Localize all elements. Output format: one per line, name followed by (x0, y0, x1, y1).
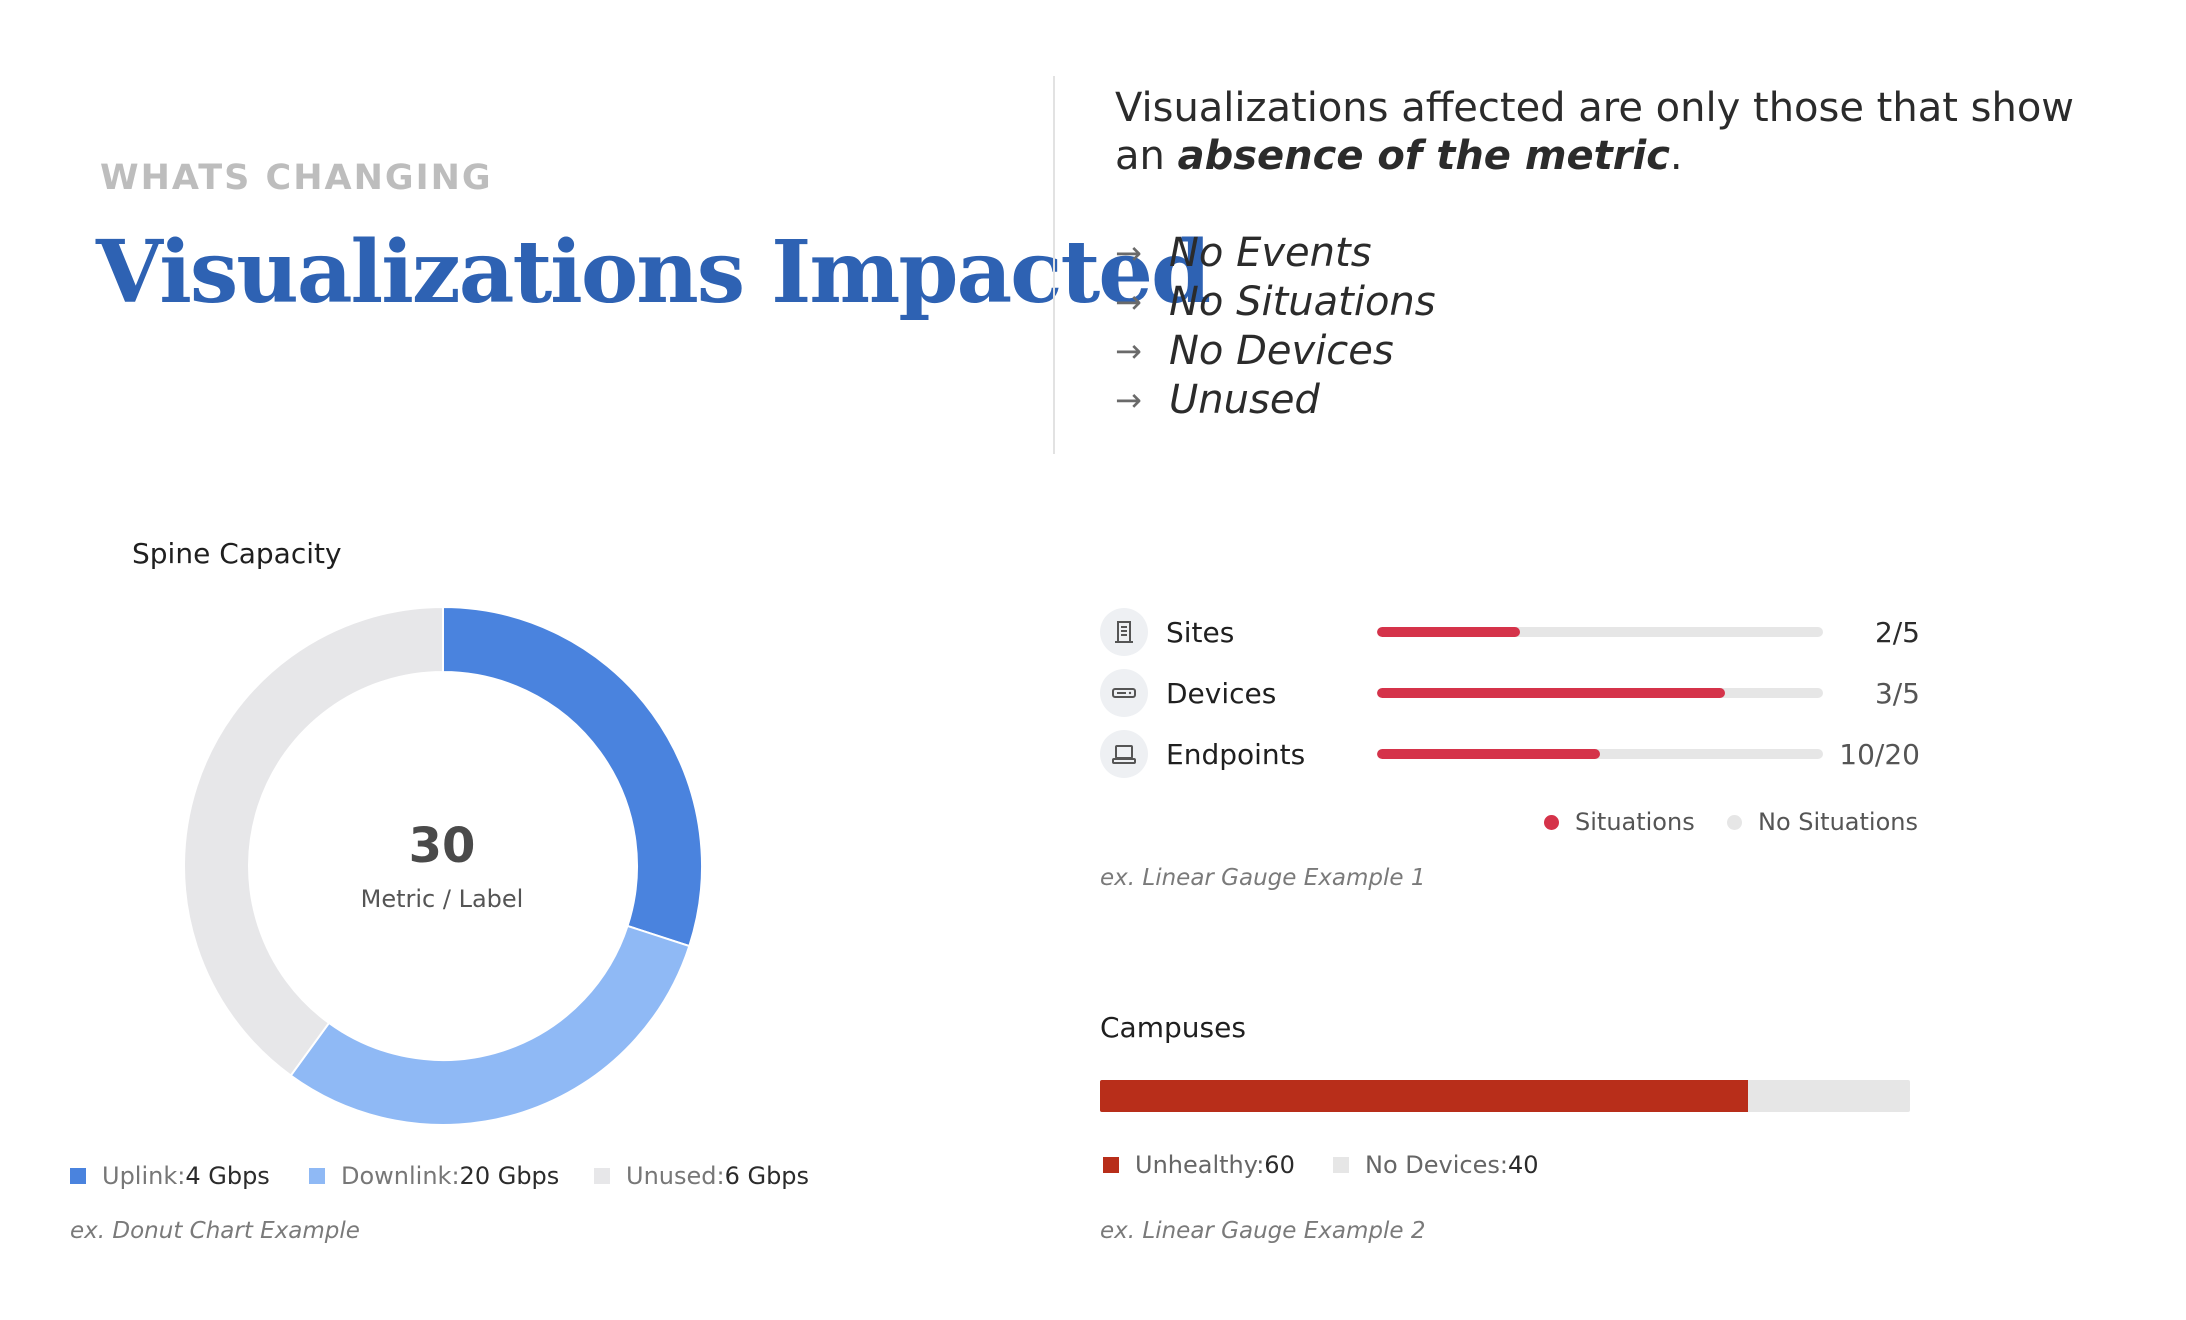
change-label: No Situations (1169, 278, 1436, 325)
gauge-track (1377, 627, 1823, 637)
intro-emphasis: absence of the metric (1177, 133, 1670, 179)
change-item: → No Events (1115, 228, 1436, 277)
legend-value: 40 (1507, 1151, 1539, 1179)
gauge-fill (1377, 688, 1725, 698)
legend-label: Situations (1575, 808, 1695, 836)
legend-swatch (1103, 1157, 1119, 1173)
change-label: Unused (1169, 376, 1320, 423)
legend-value: 4 Gbps (185, 1162, 270, 1190)
campuses-bar-fill (1100, 1080, 1748, 1112)
legend-label: Unhealthy: (1135, 1151, 1265, 1179)
gauge-row-endpoints: Endpoints 10/20 (1100, 730, 1920, 778)
gauge-track (1377, 688, 1823, 698)
vertical-divider (1053, 76, 1055, 454)
gauge2-caption: ex. Linear Gauge Example 2 (1100, 1218, 1426, 1244)
legend-item-unused: Unused: 6 Gbps (594, 1162, 809, 1190)
campuses-bar (1100, 1080, 1910, 1112)
change-label: No Devices (1169, 327, 1394, 374)
arrow-right-icon: → (1115, 282, 1142, 321)
campuses-title: Campuses (1100, 1011, 1246, 1044)
device-icon (1100, 669, 1148, 717)
legend-item-downlink: Downlink: 20 Gbps (309, 1162, 559, 1190)
gauge1-caption: ex. Linear Gauge Example 1 (1100, 865, 1426, 891)
change-item: → Unused (1115, 375, 1436, 424)
building-icon (1100, 608, 1148, 656)
arrow-right-icon: → (1115, 233, 1142, 272)
legend-item-no-devices: No Devices: 40 (1333, 1151, 1538, 1179)
intro-text: Visualizations affected are only those t… (1115, 84, 2115, 180)
donut-chart-title: Spine Capacity (132, 537, 342, 570)
legend-swatch (1333, 1157, 1349, 1173)
legend-value: 60 (1264, 1151, 1295, 1179)
donut-slice-downlink (289, 924, 691, 1126)
legend-swatch (309, 1168, 325, 1184)
intro-text-after: . (1669, 133, 1683, 179)
laptop-icon (1100, 730, 1148, 778)
gauge-label: Sites (1166, 616, 1235, 649)
legend-item-unhealthy: Unhealthy: 60 (1103, 1151, 1295, 1179)
gauge-value: 2/5 (1874, 616, 1920, 649)
gauge-value: 10/20 (1839, 738, 1920, 771)
eyebrow-label: WHATS CHANGING (100, 158, 493, 198)
legend-swatch (594, 1168, 610, 1184)
gauge-fill (1377, 627, 1520, 637)
legend-swatch (70, 1168, 86, 1184)
donut-center-value: 30 (408, 818, 476, 874)
donut-chart (183, 606, 703, 1126)
legend-label: Uplink: (102, 1162, 186, 1190)
legend-label: No Situations (1758, 808, 1918, 836)
legend-value: 20 Gbps (459, 1162, 560, 1190)
legend-item-no-situations: No Situations (1727, 808, 1918, 836)
change-item: → No Devices (1115, 326, 1436, 375)
legend-item-uplink: Uplink: 4 Gbps (70, 1162, 270, 1190)
legend-dot (1544, 814, 1559, 830)
arrow-right-icon: → (1115, 331, 1142, 370)
legend-label: Downlink: (341, 1162, 460, 1190)
gauge-value: 3/5 (1874, 677, 1920, 710)
donut-caption: ex. Donut Chart Example (70, 1218, 360, 1244)
gauge-label: Endpoints (1166, 738, 1306, 771)
gauge-track (1377, 749, 1823, 759)
legend-label: No Devices: (1365, 1151, 1508, 1179)
gauge-label: Devices (1166, 677, 1277, 710)
legend-value: 6 Gbps (724, 1162, 810, 1190)
gauge-fill (1377, 749, 1600, 759)
arrow-right-icon: → (1115, 380, 1142, 419)
legend-dot (1727, 814, 1742, 830)
donut-center-label: Metric / Label (360, 885, 524, 913)
change-label: No Events (1169, 229, 1372, 276)
legend-label: Unused: (626, 1162, 725, 1190)
donut-slice-uplink (442, 606, 703, 948)
page-title: Visualizations Impacted (96, 222, 1211, 323)
intro-text-before: Visualizations affected are only those t… (1115, 85, 2075, 179)
gauge-row-devices: Devices 3/5 (1100, 669, 1920, 717)
changes-list: → No Events → No Situations → No Devices → U… (1115, 228, 1436, 424)
gauge-row-sites: Sites 2/5 (1100, 608, 1920, 656)
donut-slice-unused (183, 606, 444, 1077)
change-item: → No Situations (1115, 277, 1436, 326)
legend-item-situations: Situations (1544, 808, 1695, 836)
